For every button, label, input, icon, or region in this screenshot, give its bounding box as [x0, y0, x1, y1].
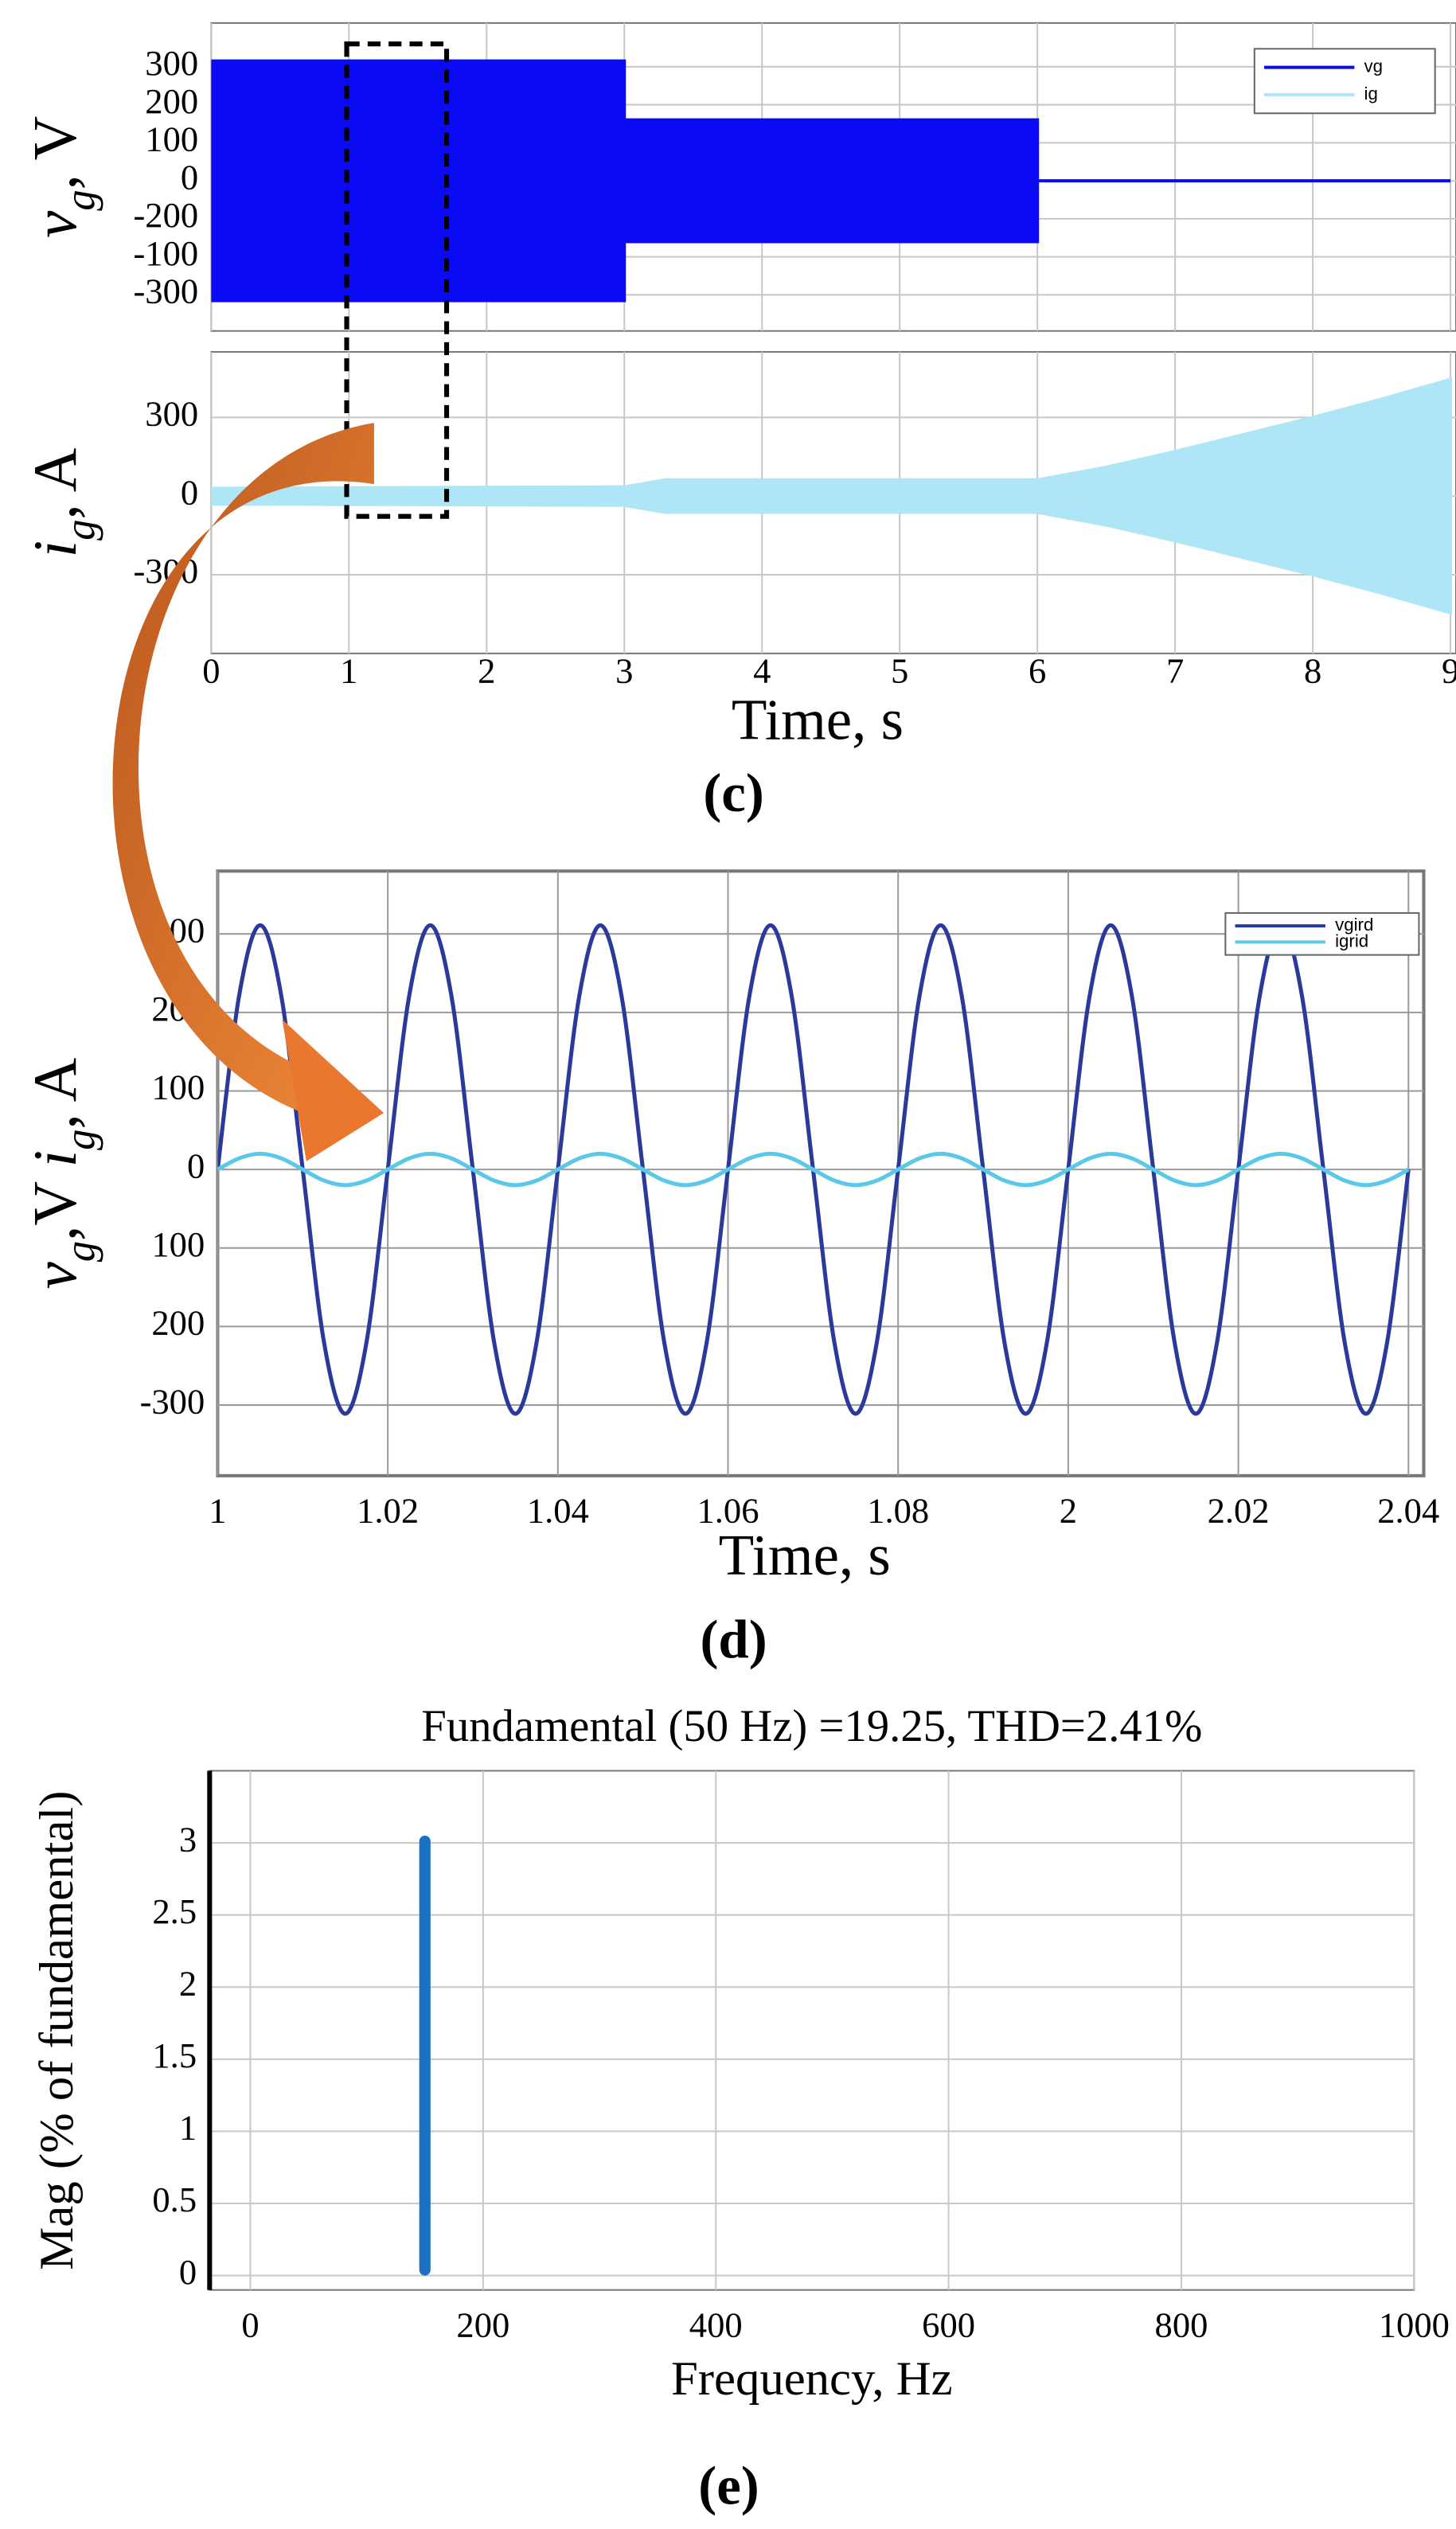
x-axis-label: Time, s	[719, 1523, 891, 1587]
series-layer	[419, 1836, 431, 2276]
x-tick-label: 4	[753, 650, 771, 690]
x-tick-label: 2	[1060, 1491, 1077, 1531]
y-tick-label: 200	[145, 81, 198, 121]
x-tick-label: 7	[1166, 650, 1184, 690]
y-tick-label: -300	[133, 271, 198, 311]
y-tick-label: 100	[151, 1224, 205, 1264]
x-tick-label: 200	[456, 2305, 509, 2345]
x-tick-label: 1.02	[357, 1491, 419, 1531]
x-tick-label: 1	[340, 650, 357, 690]
y-tick-label: 100	[145, 119, 198, 159]
chart-title: Fundamental (50 Hz) =19.25, THD=2.41%	[421, 1701, 1202, 1751]
y-tick-label: 300	[145, 43, 198, 83]
y-axis-label-part: i	[21, 1150, 89, 1167]
y-tick-label: 0.5	[152, 2180, 197, 2219]
caption: (d)	[701, 1609, 767, 1669]
y-tick-label: 300	[145, 394, 198, 434]
plot: 0 0.5 1 1.5 2 2.5 3 0 200 400 600 800 1000 Mag (% of …	[30, 1701, 1450, 2516]
x-tick-label: 600	[922, 2305, 975, 2345]
y-axis-label: Mag (% of fundamental)	[30, 1790, 84, 2269]
legend-label: vgird	[1335, 915, 1373, 935]
x-tick-label: 2.04	[1377, 1491, 1439, 1531]
arrow-head	[282, 1019, 384, 1161]
y-tick-label: 1.5	[152, 2035, 197, 2075]
plot-area	[209, 1770, 1415, 2291]
dashed-box	[344, 41, 450, 519]
y-axis-label-part: , A	[21, 1057, 89, 1129]
series-layer	[211, 59, 1451, 302]
legend-label: igrid	[1335, 931, 1368, 950]
x-axis-label: Time, s	[732, 688, 904, 752]
envelope-area	[211, 377, 1453, 615]
caption: (e)	[698, 2456, 759, 2516]
y-tick-label: 2	[179, 1963, 197, 2003]
x-tick-label: 1.04	[527, 1491, 589, 1531]
y-tick-label: 1	[179, 2108, 197, 2148]
x-tick-label: 2	[478, 650, 495, 690]
plot: 3002001000100200-30011.021.041.061.0822.…	[21, 869, 1439, 1669]
x-axis-label: Frequency, Hz	[671, 2352, 953, 2406]
x-tick-label: 0	[241, 2305, 259, 2345]
y-axis-label-part: ,V	[21, 1167, 89, 1241]
x-tick-label: 8	[1304, 650, 1321, 690]
y-tick-label: -300	[140, 1381, 205, 1421]
y-axis-label: ig, A	[21, 447, 103, 557]
y-tick-label: 0	[181, 472, 198, 512]
series-layer	[217, 923, 1411, 1416]
y-axis-label-part: v	[21, 1261, 89, 1289]
x-tick-label: 1.06	[697, 1491, 759, 1531]
y-axis-label-part: i	[21, 541, 89, 557]
y-tick-label: 3	[179, 1819, 197, 1859]
caption: (c)	[703, 763, 763, 823]
y-tick-label: -200	[133, 195, 198, 235]
envelope-area	[211, 59, 1451, 302]
y-tick-label: 100	[151, 1067, 205, 1107]
y-axis-label-part: v	[21, 210, 89, 238]
legend-box	[1224, 911, 1420, 956]
x-tick-label: 3	[615, 650, 633, 690]
series-layer	[211, 377, 1453, 615]
y-axis-label: vg,V ig, A	[21, 1057, 103, 1289]
legend-label: vg	[1364, 56, 1384, 76]
legend-box	[1253, 48, 1436, 115]
line	[217, 1151, 1410, 1188]
zoom-marker	[112, 41, 450, 1161]
x-tick-label: 6	[1029, 650, 1046, 690]
x-tick-label: 1000	[1379, 2305, 1450, 2345]
x-tick-label: 9	[1442, 650, 1456, 690]
y-axis-label-part: , A	[21, 447, 89, 519]
y-axis-label: vg, V	[21, 116, 103, 238]
x-tick-label: 2.02	[1208, 1491, 1270, 1531]
y-axis-label-part: , V	[21, 116, 89, 190]
y-axis-label-part: g	[57, 1241, 103, 1262]
y-axis-label-part: Mag (% of fundamental)	[30, 1790, 84, 2269]
y-tick-label: -100	[133, 233, 198, 273]
bar	[419, 1836, 431, 2276]
y-axis-label-part: g	[57, 520, 103, 541]
y-tick-label: 2.5	[152, 1891, 197, 1931]
y-tick-label: 0	[181, 157, 198, 197]
y-tick-label: 0	[187, 1145, 205, 1185]
x-tick-label: 400	[689, 2305, 743, 2345]
y-axis-label-part: g	[57, 1130, 103, 1150]
x-tick-label: 0	[202, 650, 220, 690]
x-tick-label: 1	[209, 1491, 226, 1531]
y-tick-label: 200	[151, 1303, 205, 1343]
y-axis-label-part: g	[57, 189, 103, 210]
legend-label: ig	[1364, 84, 1378, 103]
x-tick-label: 5	[891, 650, 908, 690]
x-tick-label: 800	[1155, 2305, 1208, 2345]
y-tick-label: 0	[179, 2252, 197, 2292]
x-tick-label: 1.08	[867, 1491, 929, 1531]
